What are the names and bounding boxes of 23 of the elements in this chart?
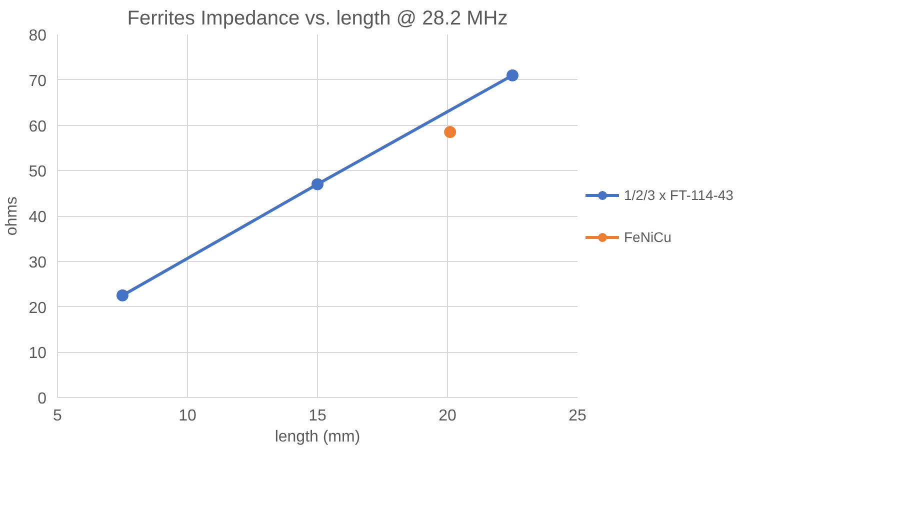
x-tick-label: 25 <box>568 408 586 424</box>
point <box>444 126 456 138</box>
point <box>506 69 518 82</box>
legend-label: FeNiCu <box>624 228 672 244</box>
y-tick-label: 60 <box>28 118 47 136</box>
y-tick-label: 0 <box>38 390 47 408</box>
point <box>116 289 128 302</box>
x-tick-label: 20 <box>438 408 456 424</box>
y-axis-title: ohms <box>4 196 21 236</box>
y-tick-label: 20 <box>28 300 47 317</box>
point <box>312 178 324 190</box>
x-axis-title: length (mm) <box>274 428 360 446</box>
chart-title: Ferrites Impedance vs. length @ 28.2 MHz <box>127 8 508 30</box>
y-tick-label: 40 <box>28 209 47 226</box>
y-tick-label: 80 <box>28 28 47 44</box>
x-tick-label: 15 <box>308 408 326 424</box>
legend-label: 1/2/3 x FT-114-43 <box>624 186 734 202</box>
y-tick-label: 50 <box>28 164 47 181</box>
y-tick-label: 70 <box>28 72 47 90</box>
y-tick-label: 10 <box>28 345 47 362</box>
x-tick-label: 10 <box>178 408 196 424</box>
y-tick-label: 30 <box>28 254 47 272</box>
x-tick-label: 5 <box>53 408 62 424</box>
